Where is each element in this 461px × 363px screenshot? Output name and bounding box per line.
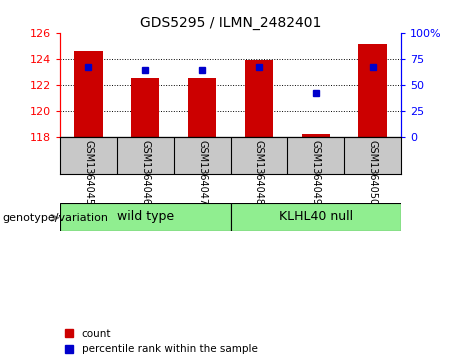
Title: GDS5295 / ILMN_2482401: GDS5295 / ILMN_2482401 bbox=[140, 16, 321, 30]
Bar bbox=[131, 78, 160, 137]
Bar bbox=[358, 44, 387, 137]
Text: genotype/variation: genotype/variation bbox=[2, 213, 108, 223]
Bar bbox=[188, 78, 216, 137]
Text: GSM1364046: GSM1364046 bbox=[140, 140, 150, 205]
Bar bbox=[245, 60, 273, 137]
Text: GSM1364050: GSM1364050 bbox=[367, 140, 378, 205]
Text: GSM1364048: GSM1364048 bbox=[254, 140, 264, 205]
Text: GSM1364045: GSM1364045 bbox=[83, 140, 94, 205]
Text: GSM1364047: GSM1364047 bbox=[197, 140, 207, 205]
Bar bbox=[60, 203, 230, 231]
Text: GSM1364049: GSM1364049 bbox=[311, 140, 321, 205]
Bar bbox=[230, 203, 401, 231]
Legend: count, percentile rank within the sample: count, percentile rank within the sample bbox=[65, 329, 258, 354]
Bar bbox=[301, 134, 330, 137]
Text: wild type: wild type bbox=[117, 211, 174, 223]
Text: KLHL40 null: KLHL40 null bbox=[279, 211, 353, 223]
Bar bbox=[74, 51, 102, 137]
